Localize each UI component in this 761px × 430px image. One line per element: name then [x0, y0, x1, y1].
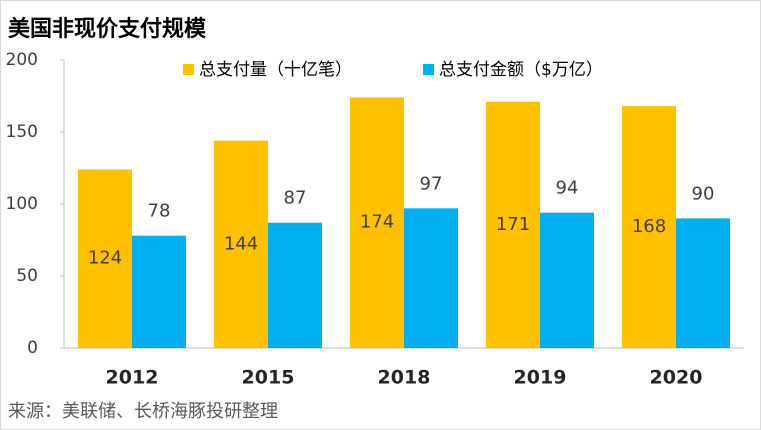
bar — [622, 106, 676, 348]
bar — [540, 212, 594, 348]
data-label: 171 — [496, 214, 530, 235]
data-label: 97 — [420, 173, 443, 194]
data-label: 124 — [88, 248, 122, 269]
data-label: 94 — [556, 178, 579, 199]
legend-swatch — [183, 64, 194, 75]
data-label: 144 — [224, 233, 258, 254]
bar — [404, 208, 458, 348]
bar — [676, 218, 730, 348]
data-label: 78 — [148, 201, 171, 222]
legend-swatch — [423, 64, 434, 75]
y-tick-label: 0 — [27, 338, 38, 358]
data-label: 87 — [284, 188, 307, 209]
source-note: 来源：美联储、长桥海豚投研整理 — [8, 401, 278, 422]
bar — [132, 235, 186, 348]
legend-label: 总支付金额（$万亿） — [439, 60, 603, 80]
x-tick-label: 2015 — [242, 367, 295, 389]
x-tick-label: 2019 — [514, 367, 567, 389]
x-tick-label: 2018 — [378, 367, 431, 389]
legend-label: 总支付量（十亿笔） — [199, 60, 352, 80]
x-tick-label: 2012 — [106, 367, 159, 389]
y-tick-label: 100 — [6, 194, 38, 214]
bar — [268, 222, 322, 348]
data-label: 168 — [632, 216, 666, 237]
y-tick-label: 150 — [6, 122, 38, 142]
bar — [350, 97, 404, 348]
chart-title: 美国非现价支付规模 — [8, 16, 207, 42]
bar — [78, 169, 132, 348]
y-tick-label: 50 — [16, 266, 38, 286]
data-label: 90 — [692, 183, 715, 204]
bar — [486, 101, 540, 348]
y-tick-label: 200 — [6, 50, 38, 70]
bar — [214, 140, 268, 348]
x-tick-label: 2020 — [650, 367, 703, 389]
data-label: 174 — [360, 212, 394, 233]
